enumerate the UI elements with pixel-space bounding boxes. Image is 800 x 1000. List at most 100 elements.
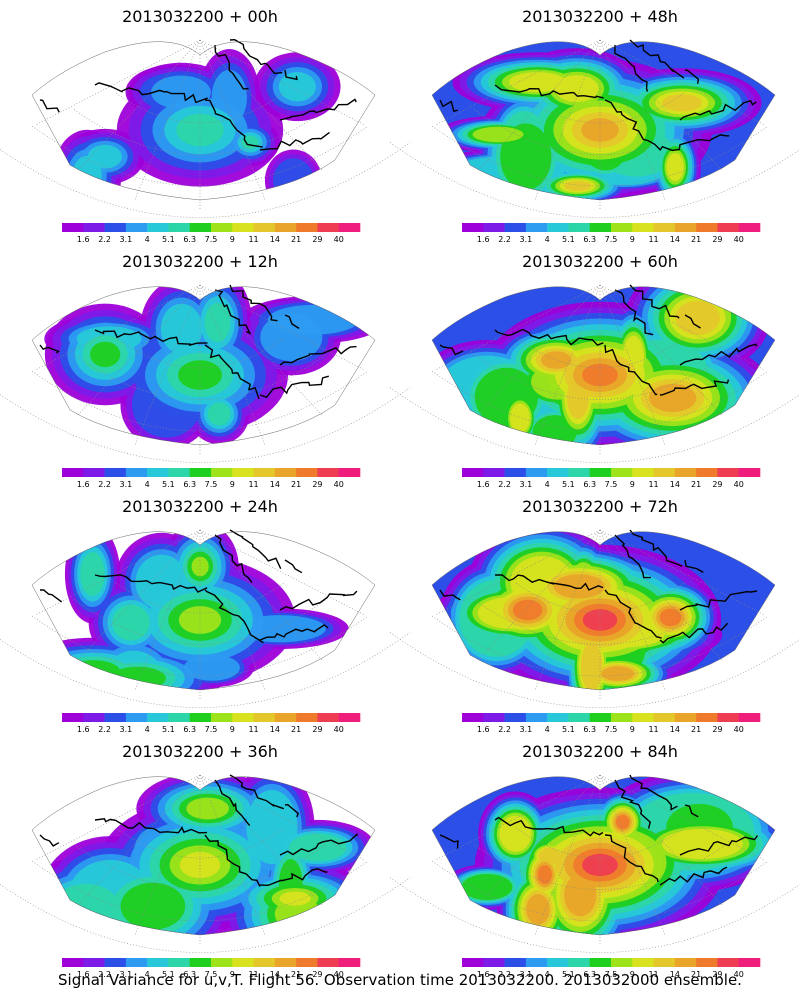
colorbar-tick-label: 2.2 bbox=[98, 480, 111, 489]
map-panel-72h: 2013032200 + 72h 1.6 2.2 3.1 4 5.1 6.3 7.5 9 11 14… bbox=[389, 497, 800, 734]
domain-outline bbox=[31, 286, 376, 446]
panel-grid: 2013032200 + 00h 1.6 2.2 3.1 4 5.1 6.3 7.5 9 11 14… bbox=[0, 7, 800, 979]
colorbar-swatch bbox=[483, 223, 505, 232]
colorbar-tick-label: 5.1 bbox=[562, 970, 575, 979]
map-panel-12h: 2013032200 + 12h 1.6 2.2 3.1 4 5.1 6.3 7.5 9 11 14… bbox=[0, 252, 411, 489]
colorbar-tick-label: 29 bbox=[312, 970, 322, 979]
colorbar-tick-label: 6.3 bbox=[583, 725, 596, 734]
panel-title: 2013032200 + 84h bbox=[522, 742, 678, 761]
colorbar-tick-label: 29 bbox=[312, 725, 322, 734]
colorbar-swatch bbox=[62, 468, 84, 477]
colorbar-swatch bbox=[104, 223, 127, 232]
panel-title: 2013032200 + 60h bbox=[522, 252, 678, 271]
colorbar-swatch bbox=[589, 223, 612, 232]
colorbar-swatch bbox=[483, 958, 505, 967]
colorbar-swatch bbox=[632, 468, 654, 477]
colorbar-tick-label: 6.3 bbox=[583, 970, 596, 979]
colorbar-swatch bbox=[568, 223, 591, 232]
panel-title: 2013032200 + 12h bbox=[122, 252, 278, 271]
colorbar-swatch bbox=[504, 223, 527, 232]
colorbar-swatch bbox=[717, 223, 740, 232]
colorbar-tick-label: 1.6 bbox=[77, 725, 90, 734]
colorbar-swatch bbox=[253, 958, 276, 967]
colorbar-swatch bbox=[253, 713, 276, 722]
colorbar-tick-label: 4 bbox=[545, 480, 550, 489]
panel-title: 2013032200 + 24h bbox=[122, 497, 278, 516]
latlon-grid bbox=[389, 284, 800, 463]
colorbar-tick-label: 5.1 bbox=[162, 235, 175, 244]
colorbar-swatch bbox=[568, 713, 591, 722]
latlon-grid bbox=[389, 529, 800, 708]
colorbar-swatch bbox=[568, 468, 591, 477]
colorbar-swatch bbox=[168, 468, 191, 477]
colorbar-tick-label: 2.2 bbox=[98, 235, 111, 244]
colorbar-swatch bbox=[83, 958, 105, 967]
colorbar-tick-label: 40 bbox=[334, 235, 344, 244]
colorbar-swatch bbox=[653, 713, 676, 722]
colorbar-tick-label: 4 bbox=[545, 725, 550, 734]
colorbar-swatch bbox=[338, 713, 361, 722]
colorbar-swatch bbox=[674, 223, 697, 232]
colorbar-swatch bbox=[547, 468, 569, 477]
colorbar-swatch bbox=[274, 713, 297, 722]
colorbar-swatch bbox=[62, 223, 84, 232]
variance-field bbox=[432, 41, 775, 201]
colorbar-swatch bbox=[211, 468, 233, 477]
colorbar-tick-label: 14 bbox=[670, 480, 680, 489]
colorbar-tick-label: 6.3 bbox=[183, 235, 196, 244]
colorbar-swatch bbox=[696, 223, 718, 232]
colorbar-swatch bbox=[674, 468, 697, 477]
colorbar-tick-label: 29 bbox=[712, 725, 722, 734]
colorbar-tick-label: 40 bbox=[334, 970, 344, 979]
colorbar-swatch bbox=[83, 223, 105, 232]
colorbar: 1.6 2.2 3.1 4 5.1 6.3 7.5 9 11 14 21 29 40 bbox=[462, 223, 761, 244]
colorbar-tick-label: 29 bbox=[712, 970, 722, 979]
colorbar-tick-label: 9 bbox=[630, 970, 635, 979]
map-panel-00h: 2013032200 + 00h 1.6 2.2 3.1 4 5.1 6.3 7.5 9 11 14… bbox=[0, 7, 411, 244]
colorbar-tick-label: 1.6 bbox=[477, 235, 490, 244]
colorbar-tick-label: 40 bbox=[734, 235, 744, 244]
colorbar-swatch bbox=[62, 958, 84, 967]
colorbar-tick-label: 6.3 bbox=[183, 970, 196, 979]
domain-outline bbox=[31, 776, 376, 936]
colorbar-tick-label: 14 bbox=[670, 725, 680, 734]
colorbar-swatch bbox=[525, 468, 548, 477]
colorbar-tick-label: 5.1 bbox=[162, 725, 175, 734]
colorbar-tick-label: 14 bbox=[270, 725, 280, 734]
domain-outline bbox=[431, 531, 776, 691]
map-panel-48h: 2013032200 + 48h 1.6 2.2 3.1 4 5.1 6.3 7.5 9 11 14… bbox=[389, 7, 800, 244]
colorbar-swatch bbox=[317, 958, 340, 967]
domain-outline bbox=[431, 776, 776, 936]
colorbar-swatch bbox=[547, 713, 569, 722]
colorbar-swatch bbox=[104, 713, 127, 722]
colorbar: 1.6 2.2 3.1 4 5.1 6.3 7.5 9 11 14 21 29 40 bbox=[62, 223, 361, 244]
colorbar-tick-label: 21 bbox=[691, 725, 701, 734]
latlon-grid bbox=[0, 284, 411, 463]
colorbar-swatch bbox=[104, 958, 127, 967]
colorbar-tick-label: 5.1 bbox=[562, 235, 575, 244]
colorbar-swatch bbox=[525, 223, 548, 232]
colorbar-tick-label: 9 bbox=[630, 480, 635, 489]
colorbar-tick-label: 7.5 bbox=[605, 235, 618, 244]
colorbar-swatch bbox=[611, 713, 633, 722]
colorbar-swatch bbox=[232, 468, 254, 477]
map-panel-84h: 2013032200 + 84h 1.6 2.2 3.1 4 5.1 6.3 7.5 9 11 14… bbox=[389, 742, 800, 979]
coastlines bbox=[40, 529, 358, 644]
colorbar-tick-label: 11 bbox=[248, 725, 258, 734]
colorbar-tick-label: 21 bbox=[291, 725, 301, 734]
colorbar-swatch bbox=[274, 958, 297, 967]
colorbar-tick-label: 21 bbox=[291, 480, 301, 489]
colorbar-swatch bbox=[296, 223, 318, 232]
latlon-grid bbox=[0, 529, 411, 708]
colorbar-swatch bbox=[547, 958, 569, 967]
colorbar-swatch bbox=[504, 958, 527, 967]
latlon-grid bbox=[0, 39, 411, 218]
colorbar-swatch bbox=[696, 468, 718, 477]
colorbar-swatch bbox=[653, 958, 676, 967]
colorbar-swatch bbox=[189, 958, 212, 967]
colorbar-tick-label: 21 bbox=[291, 235, 301, 244]
colorbar-tick-label: 7.5 bbox=[205, 480, 218, 489]
colorbar-swatch bbox=[232, 223, 254, 232]
colorbar-swatch bbox=[189, 468, 212, 477]
